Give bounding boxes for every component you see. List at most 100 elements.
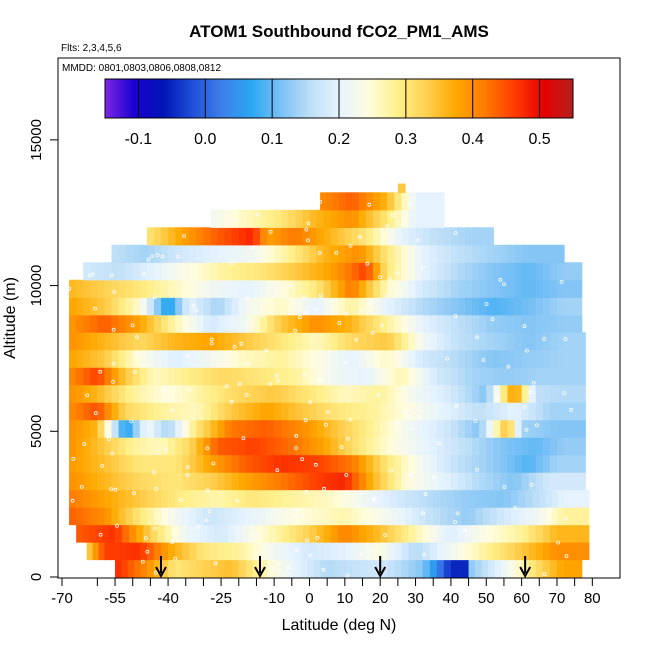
sample-marker: [379, 323, 384, 328]
heatmap-cell: [401, 279, 410, 298]
heatmap-cell: [95, 524, 103, 543]
sample-marker: [437, 441, 442, 446]
sample-marker: [323, 422, 328, 427]
sample-marker: [354, 337, 359, 342]
heatmap-cell: [189, 559, 197, 578]
heatmap-cell: [281, 262, 289, 281]
heatmap-cell: [175, 402, 183, 421]
heatmap-cell: [535, 524, 544, 543]
x-tick-label: 0: [305, 590, 313, 607]
heatmap-cell: [288, 349, 296, 368]
sample-marker: [229, 399, 234, 404]
heatmap-cell: [366, 559, 375, 578]
heatmap-cell: [224, 227, 233, 246]
sample-marker: [294, 514, 299, 518]
heatmap-cell: [323, 542, 332, 561]
heatmap-cell: [210, 262, 219, 281]
heatmap-cell: [132, 384, 141, 403]
heatmap-cell: [231, 402, 240, 421]
heatmap-cell: [486, 244, 494, 263]
heatmap-cell: [450, 524, 459, 543]
heatmap-cell: [274, 314, 282, 333]
heatmap-cell: [139, 384, 148, 403]
heatmap-cell: [401, 209, 410, 228]
heatmap-cell: [259, 332, 268, 351]
heatmap-cell: [316, 314, 325, 333]
heatmap-cell: [245, 227, 254, 246]
heatmap-cell: [575, 279, 583, 298]
heatmap-cell: [295, 297, 304, 316]
heatmap-cell: [330, 402, 339, 421]
heatmap-cell: [90, 437, 98, 456]
sample-marker: [358, 235, 362, 240]
heatmap-cell: [245, 507, 254, 526]
heatmap-cell: [146, 542, 155, 561]
heatmap-cell: [507, 279, 516, 298]
heatmap-cell: [309, 524, 318, 543]
heatmap-cell: [337, 332, 346, 351]
heatmap-cell: [465, 314, 473, 333]
heatmap-cell: [493, 454, 501, 473]
heatmap-cell: [196, 489, 205, 508]
heatmap-cell: [111, 454, 120, 473]
heatmap-cell: [217, 419, 226, 438]
heatmap-cell: [479, 524, 487, 543]
heatmap-cell: [366, 367, 374, 386]
heatmap-cell: [457, 542, 466, 561]
heatmap-cell: [76, 507, 84, 526]
heatmap-cell: [256, 524, 264, 543]
heatmap-cell: [300, 559, 308, 578]
heatmap-cell: [528, 472, 537, 491]
heatmap-cell: [429, 524, 438, 543]
sample-marker: [321, 567, 326, 572]
heatmap-cell: [486, 454, 494, 473]
heatmap-cell: [528, 419, 537, 438]
heatmap-cell: [274, 472, 282, 491]
heatmap-cell: [132, 279, 141, 298]
heatmap-cell: [521, 402, 530, 421]
sample-marker: [88, 273, 92, 278]
heatmap-cell: [267, 419, 275, 438]
heatmap-cell: [528, 559, 537, 578]
sample-marker: [308, 400, 313, 405]
heatmap-cell: [115, 559, 122, 578]
heatmap-cell: [228, 524, 236, 543]
heatmap-cell: [86, 542, 94, 561]
heatmap-cell: [104, 437, 113, 456]
heatmap-cell: [302, 437, 311, 456]
heatmap-cell: [153, 454, 162, 473]
heatmap-cell: [436, 332, 445, 351]
sample-marker: [98, 532, 103, 537]
heatmap-cell: [507, 402, 516, 421]
heatmap-cell: [238, 542, 247, 561]
heatmap-cell: [313, 559, 322, 578]
heatmap-cell: [203, 297, 212, 316]
heatmap-cell: [528, 367, 537, 386]
heatmap-cell: [494, 559, 502, 578]
heatmap-cell: [69, 437, 77, 456]
sample-marker: [495, 397, 500, 401]
heatmap-cell: [376, 489, 385, 508]
heatmap-cell: [289, 524, 297, 543]
heatmap-cell: [83, 314, 91, 333]
heatmap-cell: [429, 209, 438, 228]
heatmap-cell: [429, 384, 438, 403]
heatmap-cell: [330, 454, 339, 473]
heatmap-cell: [245, 314, 254, 333]
sample-marker: [407, 202, 412, 207]
heatmap-cell: [295, 367, 304, 386]
heatmap-cell: [231, 472, 240, 491]
heatmap-cell: [493, 437, 501, 456]
heatmap-cell: [323, 402, 332, 421]
heatmap-cell: [252, 419, 261, 438]
sample-marker: [367, 301, 372, 306]
heatmap-cell: [245, 332, 254, 351]
heatmap-cell: [337, 542, 346, 561]
sample-marker: [205, 446, 210, 451]
heatmap-cell: [224, 559, 233, 578]
sample-marker: [143, 536, 148, 540]
heatmap-cell: [139, 472, 148, 491]
heatmap-cell: [97, 472, 106, 491]
heatmap-cell: [125, 489, 134, 508]
heatmap-cell: [582, 489, 590, 508]
